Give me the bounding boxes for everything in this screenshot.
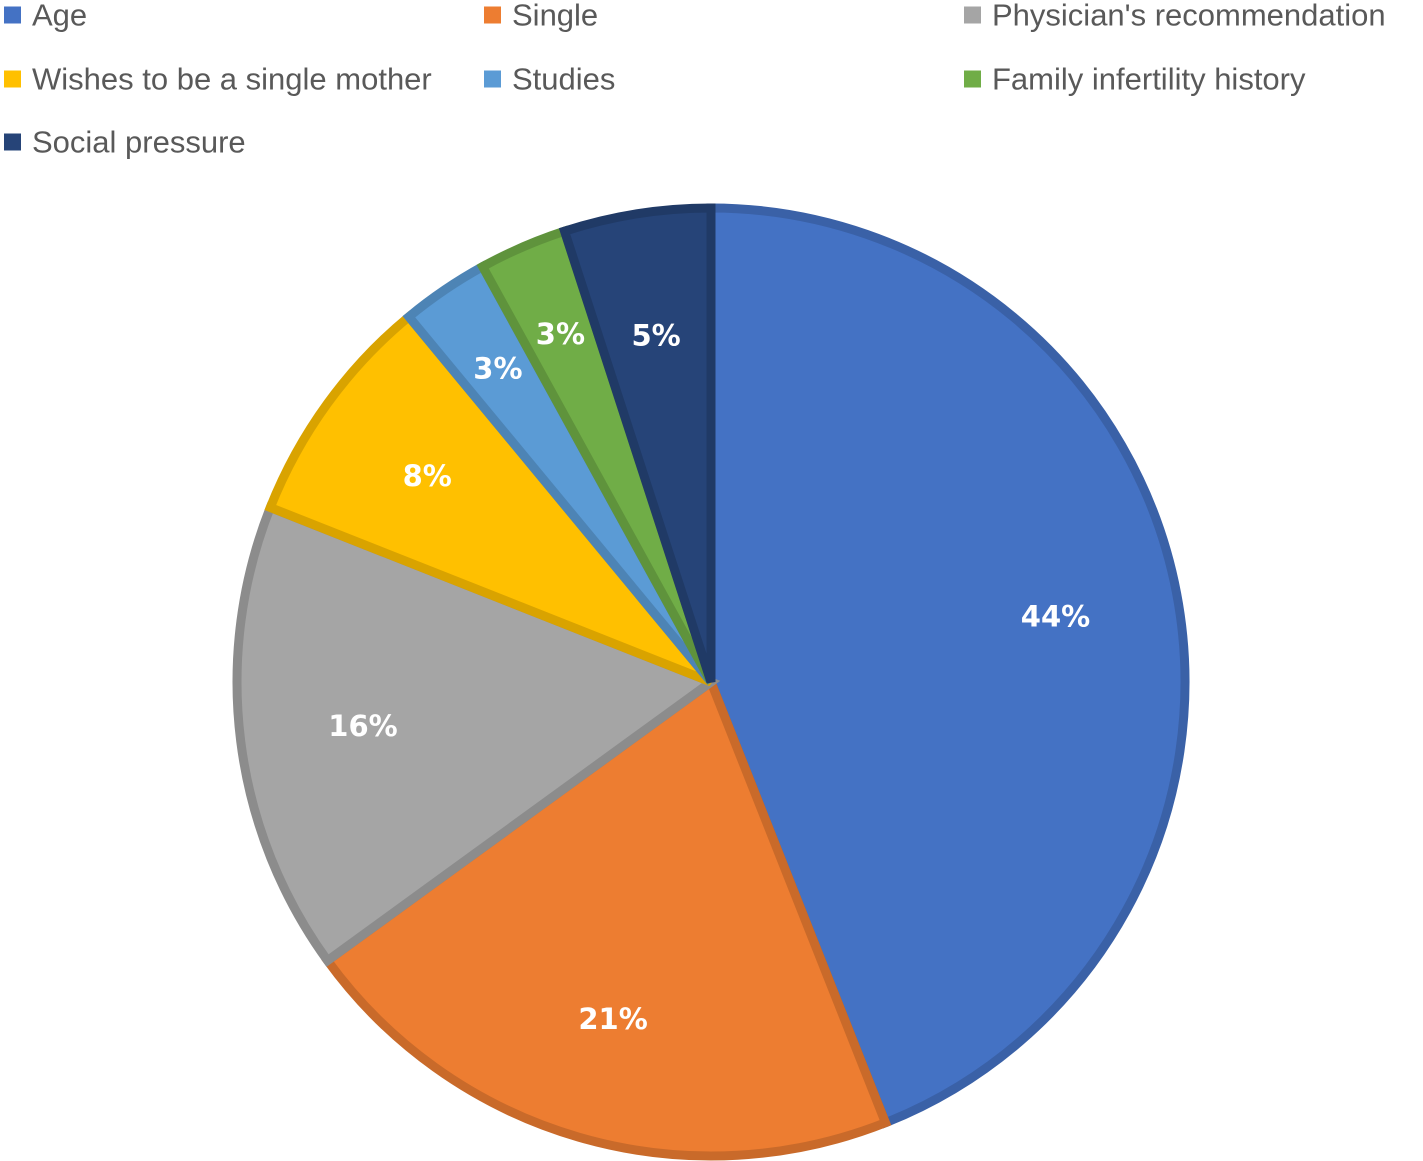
pie-slice-age [706, 203, 1190, 1129]
legend-label: Single [512, 0, 598, 33]
legend-item-social-pressure: Social pressure [4, 125, 246, 160]
legend-item-single: Single [484, 0, 598, 33]
legend-swatch [4, 6, 21, 24]
data-label-social-pressure: 5% [631, 319, 680, 353]
legend-swatch [484, 6, 501, 24]
pie-slice-single [321, 674, 892, 1161]
legend-label: Studies [512, 62, 615, 97]
legend-item-wishes-to-be-a-single-mother: Wishes to be a single mother [4, 62, 432, 97]
legend-item-age: Age [4, 0, 87, 33]
legend-label: Social pressure [32, 125, 246, 160]
pie-data-labels: 44% 21% 16% 8% 3% 3% 5% [328, 317, 1090, 1036]
data-label-studies: 3% [473, 351, 522, 385]
pie-slice-physician-s-recommendation [232, 501, 721, 967]
data-label-physician-s-recommendation: 16% [328, 709, 397, 743]
chart-legend: Age Single Physician's recommendation Wishe… [4, 0, 1386, 160]
legend-swatch [4, 70, 21, 88]
legend-swatch [964, 70, 981, 88]
legend-label: Wishes to be a single mother [32, 62, 432, 97]
data-label-single: 21% [578, 1002, 647, 1036]
legend-swatch [484, 70, 501, 88]
legend-item-studies: Studies [484, 62, 615, 97]
legend-label: Family infertility history [992, 62, 1306, 97]
pie-slice-wishes-to-be-a-single-mother [264, 310, 715, 687]
legend-label: Age [32, 0, 87, 33]
pie-slices [232, 203, 1190, 1161]
data-label-age: 44% [1021, 599, 1090, 633]
legend-swatch [964, 6, 981, 24]
data-label-wishes-to-be-a-single-mother: 8% [403, 459, 452, 493]
data-label-family-infertility-history: 3% [536, 317, 585, 351]
legend-item-physician-s-recommendation: Physician's recommendation [964, 0, 1386, 33]
legend-item-family-infertility-history: Family infertility history [964, 62, 1306, 97]
pie-slice-social-pressure [558, 203, 716, 684]
legend-swatch [4, 133, 21, 151]
legend-label: Physician's recommendation [992, 0, 1386, 33]
